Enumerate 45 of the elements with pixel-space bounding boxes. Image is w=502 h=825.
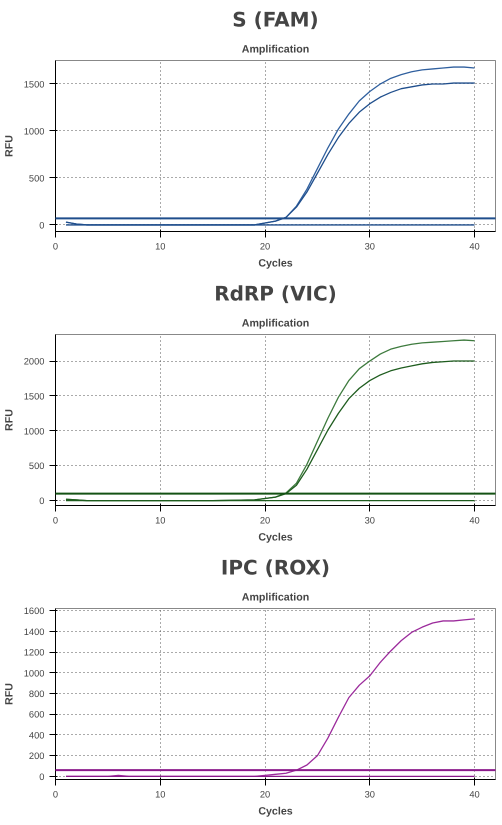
chart-subtitle: Amplification bbox=[242, 44, 310, 56]
x-tick-label: 30 bbox=[364, 242, 375, 252]
y-tick-label: 400 bbox=[28, 730, 45, 740]
x-tick-label: 40 bbox=[469, 242, 480, 252]
x-tick-label: 40 bbox=[469, 790, 480, 800]
x-tick-label: 30 bbox=[364, 790, 375, 800]
y-tick-label: 1000 bbox=[24, 668, 45, 678]
y-axis-title: RFU bbox=[4, 408, 16, 431]
x-axis-title: Cycles bbox=[258, 806, 293, 818]
y-tick-label: 1000 bbox=[24, 426, 45, 436]
y-axis-title: RFU bbox=[4, 682, 16, 705]
y-tick-label: 200 bbox=[28, 751, 45, 762]
y-tick-label: 600 bbox=[28, 710, 45, 720]
chart-title: RdRP (VIC) bbox=[214, 282, 337, 306]
chart-subtitle: Amplification bbox=[242, 318, 310, 330]
x-tick-label: 0 bbox=[52, 242, 58, 252]
y-tick-label: 1000 bbox=[24, 126, 45, 136]
x-tick-label: 10 bbox=[155, 242, 166, 252]
x-axis-title: Cycles bbox=[258, 258, 293, 270]
x-tick-label: 20 bbox=[260, 242, 270, 252]
chart-subtitle: Amplification bbox=[242, 592, 310, 604]
x-axis-title: Cycles bbox=[258, 532, 293, 544]
y-tick-label: 0 bbox=[39, 496, 45, 506]
y-axis-title: RFU bbox=[4, 134, 16, 157]
x-tick-label: 10 bbox=[155, 516, 166, 526]
x-tick-label: 10 bbox=[155, 790, 166, 800]
y-tick-label: 0 bbox=[39, 220, 45, 230]
x-tick-label: 0 bbox=[52, 790, 58, 800]
chart-title: IPC (ROX) bbox=[220, 556, 330, 580]
x-tick-label: 30 bbox=[364, 516, 375, 526]
y-tick-label: 1600 bbox=[24, 606, 45, 616]
y-tick-label: 2000 bbox=[24, 356, 45, 367]
y-tick-label: 800 bbox=[28, 688, 45, 699]
y-tick-label: 1400 bbox=[24, 626, 45, 637]
chart-title: S (FAM) bbox=[232, 8, 319, 32]
x-tick-label: 0 bbox=[52, 516, 58, 526]
x-tick-label: 20 bbox=[260, 516, 270, 526]
y-tick-label: 1200 bbox=[24, 648, 45, 658]
y-tick-label: 500 bbox=[28, 173, 45, 184]
y-tick-label: 1500 bbox=[24, 391, 45, 402]
x-tick-label: 40 bbox=[469, 516, 480, 526]
y-tick-label: 0 bbox=[39, 772, 45, 782]
x-tick-label: 20 bbox=[260, 790, 270, 800]
y-tick-label: 500 bbox=[28, 461, 45, 472]
y-tick-label: 1500 bbox=[24, 79, 45, 90]
